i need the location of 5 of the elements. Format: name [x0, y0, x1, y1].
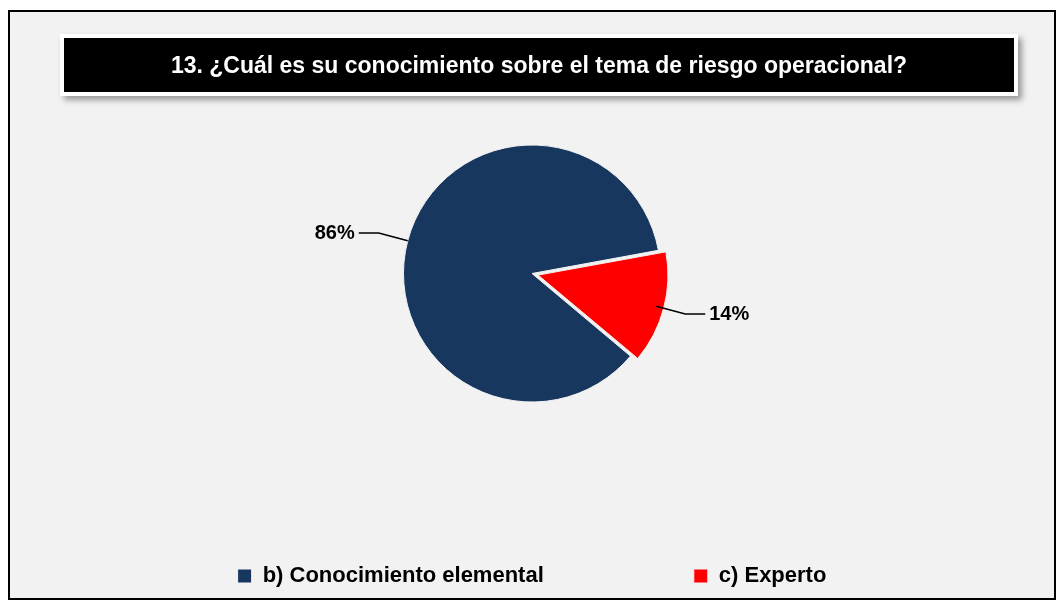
data-label: 14%	[709, 301, 750, 324]
data-label: 86%	[314, 220, 355, 243]
legend-label: c) Experto	[718, 562, 827, 588]
legend-label: b) Conocimiento elemental	[262, 562, 544, 588]
chart-title: 13. ¿Cuál es su conocimiento sobre el tema de riesgo operacional?	[60, 34, 1018, 96]
